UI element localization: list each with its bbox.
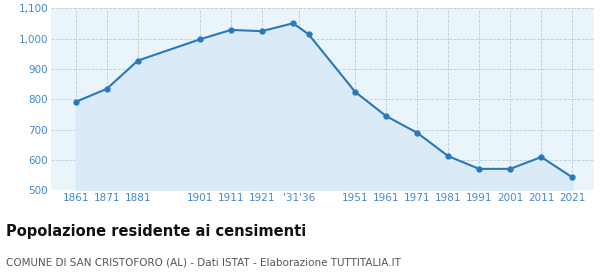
Text: Popolazione residente ai censimenti: Popolazione residente ai censimenti [6, 224, 306, 239]
Text: COMUNE DI SAN CRISTOFORO (AL) - Dati ISTAT - Elaborazione TUTTITALIA.IT: COMUNE DI SAN CRISTOFORO (AL) - Dati IST… [6, 258, 401, 268]
